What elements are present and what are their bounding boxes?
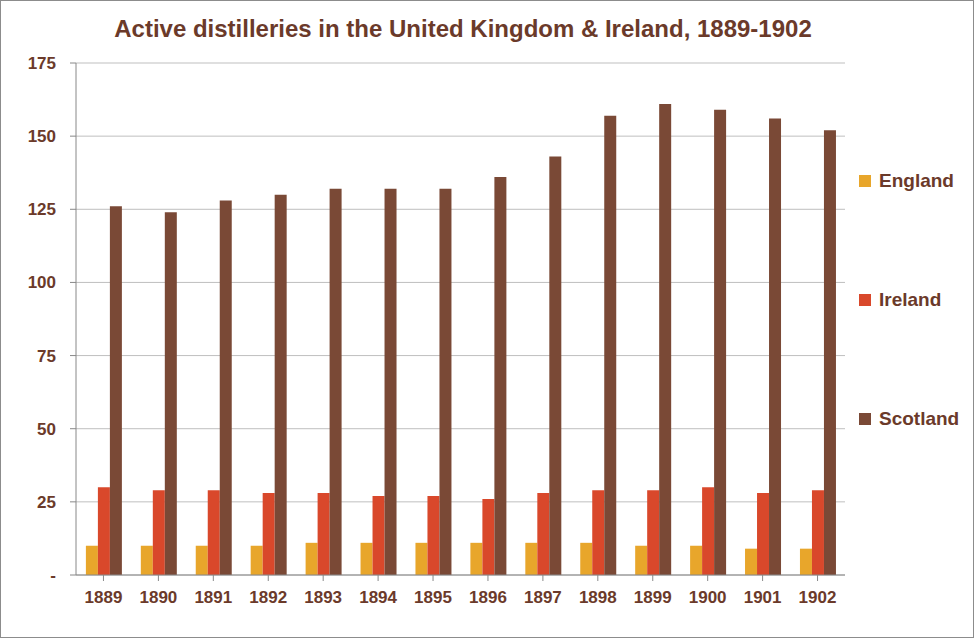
- svg-text:1896: 1896: [469, 588, 507, 607]
- svg-text:50: 50: [37, 420, 56, 439]
- html-text:England: England: [879, 170, 954, 191]
- svg-text:175: 175: [28, 54, 56, 73]
- svg-text:1897: 1897: [524, 588, 562, 607]
- svg-text:1901: 1901: [744, 588, 782, 607]
- svg-text:-: -: [50, 566, 56, 585]
- svg-text:150: 150: [28, 127, 56, 146]
- svg-text:1893: 1893: [304, 588, 342, 607]
- html-text:Ireland: Ireland: [879, 289, 942, 310]
- svg-text:25: 25: [37, 493, 56, 512]
- svg-text:1891: 1891: [194, 588, 232, 607]
- svg-text:125: 125: [28, 200, 56, 219]
- html-text:Scotland: Scotland: [879, 408, 960, 429]
- svg-text:1889: 1889: [85, 588, 123, 607]
- svg-text:1890: 1890: [139, 588, 177, 607]
- svg-text:100: 100: [28, 273, 56, 292]
- svg-text:1898: 1898: [579, 588, 617, 607]
- svg-text:1892: 1892: [249, 588, 287, 607]
- html-text:Active distilleries in the Uni: Active distilleries in the United Kingdo…: [114, 15, 812, 42]
- svg-text:1902: 1902: [799, 588, 837, 607]
- svg-text:75: 75: [37, 347, 56, 366]
- svg-text:1895: 1895: [414, 588, 452, 607]
- svg-text:1899: 1899: [634, 588, 672, 607]
- svg-text:1894: 1894: [359, 588, 397, 607]
- svg-text:1900: 1900: [689, 588, 727, 607]
